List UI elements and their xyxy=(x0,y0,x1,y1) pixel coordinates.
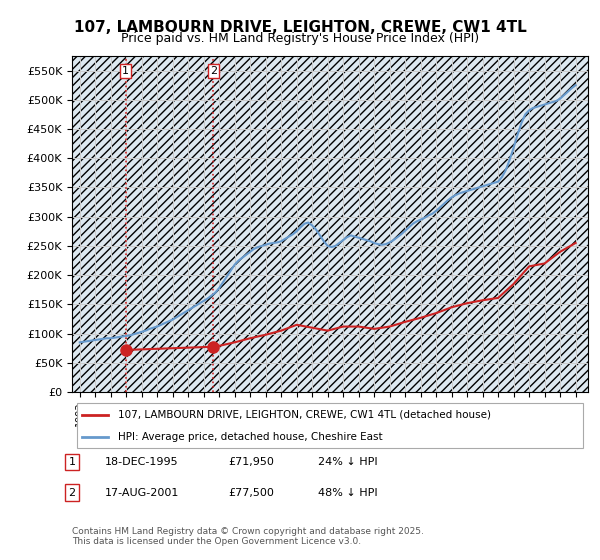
Text: £77,500: £77,500 xyxy=(228,488,274,498)
Text: Contains HM Land Registry data © Crown copyright and database right 2025.
This d: Contains HM Land Registry data © Crown c… xyxy=(72,526,424,546)
Text: HPI: Average price, detached house, Cheshire East: HPI: Average price, detached house, Ches… xyxy=(118,432,383,442)
Text: 48% ↓ HPI: 48% ↓ HPI xyxy=(318,488,377,498)
Text: Price paid vs. HM Land Registry's House Price Index (HPI): Price paid vs. HM Land Registry's House … xyxy=(121,32,479,45)
Text: 1: 1 xyxy=(68,457,76,467)
Text: 24% ↓ HPI: 24% ↓ HPI xyxy=(318,457,377,467)
Text: 107, LAMBOURN DRIVE, LEIGHTON, CREWE, CW1 4TL (detached house): 107, LAMBOURN DRIVE, LEIGHTON, CREWE, CW… xyxy=(118,409,491,419)
Text: 2: 2 xyxy=(210,66,217,76)
Text: 18-DEC-1995: 18-DEC-1995 xyxy=(105,457,179,467)
FancyBboxPatch shape xyxy=(77,403,583,448)
Text: 1: 1 xyxy=(122,66,129,76)
Text: 107, LAMBOURN DRIVE, LEIGHTON, CREWE, CW1 4TL: 107, LAMBOURN DRIVE, LEIGHTON, CREWE, CW… xyxy=(74,20,526,35)
Text: £71,950: £71,950 xyxy=(228,457,274,467)
Text: 2: 2 xyxy=(68,488,76,498)
Text: 17-AUG-2001: 17-AUG-2001 xyxy=(105,488,179,498)
